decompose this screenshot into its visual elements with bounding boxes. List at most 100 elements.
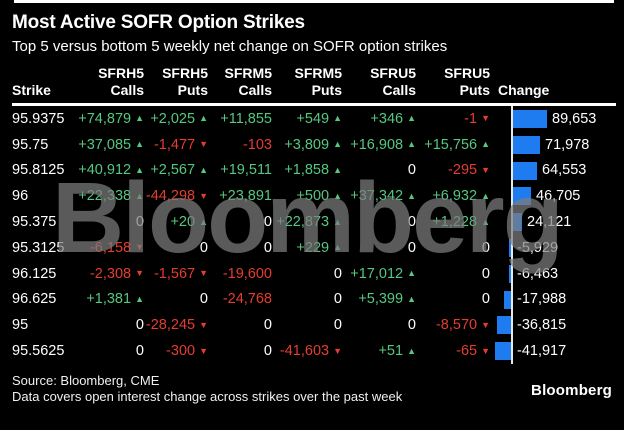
- down-arrow-icon: ▼: [481, 113, 490, 124]
- cell-sfrh5-calls: +40,912 ▲: [78, 162, 144, 178]
- cell-value: +1,381: [86, 291, 132, 308]
- table-row: 95 0 -28,245 ▼ 0 0 0 -8,570 ▼ -36,815: [12, 312, 616, 339]
- change-bar: [504, 290, 511, 309]
- change-bar-cell: -6,463: [490, 260, 616, 287]
- table-row: 95.8125 +40,912 ▲ +2,567 ▲ +19,511 +1,858 ▲ 0 -29…: [12, 157, 616, 184]
- cell-value: +19,511: [220, 162, 272, 179]
- cell-value: +20: [170, 214, 196, 231]
- cell-value: -19,600: [222, 265, 272, 282]
- zero-axis-line: [511, 157, 513, 184]
- table-row: 95.75 +37,085 ▲ -1,477 ▼ -103 +3,809 ▲ +16,908 ▲ +…: [12, 131, 616, 158]
- change-bar-cell: 64,553: [490, 157, 616, 184]
- cell-sfru5-calls: +5,399 ▲: [342, 291, 416, 307]
- cell-value: +37,342: [350, 188, 404, 205]
- down-arrow-icon: ▼: [199, 345, 208, 356]
- up-arrow-icon: ▲: [333, 190, 342, 201]
- cell-value: +74,879: [78, 110, 132, 127]
- table-row: 96 +22,338 ▲ -44,298 ▼ +23,891 +500 ▲ +37,342 ▲ +6…: [12, 183, 616, 210]
- up-arrow-icon: ▲: [199, 164, 208, 175]
- cell-value: -24,768: [222, 291, 272, 308]
- cell-sfrh5-puts: -44,298 ▼: [144, 188, 208, 204]
- cell-value: +229: [296, 239, 330, 256]
- down-arrow-icon: ▼: [199, 319, 208, 330]
- cell-value: 0: [263, 317, 272, 334]
- change-value: 71,978: [545, 136, 590, 153]
- column-header-strike: Strike: [12, 82, 51, 98]
- change-bar-cell: -17,988: [490, 286, 616, 313]
- up-arrow-icon: ▲: [333, 242, 342, 253]
- cell-sfrm5-puts: 0: [272, 291, 342, 307]
- cell-value: 0: [407, 214, 416, 231]
- cell-value: 0: [263, 214, 272, 231]
- cell-value: +1,228: [432, 214, 478, 231]
- change-bar: [509, 264, 511, 283]
- zero-axis-line: [511, 312, 513, 339]
- up-arrow-icon: ▲: [481, 216, 490, 227]
- cell-value: 0: [135, 343, 144, 360]
- down-arrow-icon: ▼: [481, 319, 490, 330]
- cell-value: -1,477: [153, 136, 196, 153]
- up-arrow-icon: ▲: [135, 139, 144, 150]
- cell-value: +5,399: [358, 291, 404, 308]
- cell-sfrh5-calls: +74,879 ▲: [78, 111, 144, 127]
- footer: Source: Bloomberg, CME Data covers open …: [12, 373, 616, 405]
- cell-sfrm5-puts: +229 ▲: [272, 240, 342, 256]
- change-bar: [509, 238, 511, 257]
- cell-sfrm5-calls: +23,891: [208, 188, 272, 204]
- cell-sfrm5-puts: -41,603 ▼: [272, 343, 342, 359]
- up-arrow-icon: ▲: [407, 113, 416, 124]
- change-bar: [513, 213, 522, 232]
- down-arrow-icon: ▼: [135, 242, 144, 253]
- change-value: 46,705: [536, 188, 581, 205]
- zero-axis-line: [511, 234, 513, 261]
- cell-sfrh5-calls: +1,381 ▲: [78, 291, 144, 307]
- strike-value: 95.375: [12, 214, 57, 231]
- cell-value: 0: [199, 291, 208, 308]
- cell-value: -1,567: [153, 265, 196, 282]
- down-arrow-icon: ▼: [199, 268, 208, 279]
- cell-sfrm5-puts: 0: [272, 266, 342, 282]
- down-arrow-icon: ▼: [333, 345, 342, 356]
- cell-sfru5-calls: 0: [342, 317, 416, 333]
- cell-sfru5-puts: -8,570 ▼: [416, 317, 490, 333]
- cell-sfru5-puts: -295 ▼: [416, 162, 490, 178]
- cell-sfru5-calls: 0: [342, 214, 416, 230]
- cell-sfru5-puts: +6,932 ▲: [416, 188, 490, 204]
- change-bar-cell: -5,929: [490, 234, 616, 261]
- strike-value: 95.9375: [12, 110, 65, 127]
- cell-value: +346: [370, 110, 404, 127]
- cell-value: -2,308: [89, 265, 132, 282]
- bloomberg-logo: Bloomberg: [531, 381, 612, 399]
- cell-sfru5-puts: +1,228 ▲: [416, 214, 490, 230]
- strike-value: 95.3125: [12, 239, 65, 256]
- up-arrow-icon: ▲: [135, 190, 144, 201]
- column-header-sfru5-puts: SFRU5 Puts: [444, 65, 490, 98]
- cell-sfrm5-puts: +3,809 ▲: [272, 137, 342, 153]
- cell-sfrm5-calls: 0: [208, 214, 272, 230]
- cell-sfrh5-puts: +20 ▲: [144, 214, 208, 230]
- cell-value: -1: [464, 110, 478, 127]
- cell-value: 0: [263, 343, 272, 360]
- change-value: 89,653: [552, 110, 597, 127]
- cell-value: -41,603: [279, 343, 330, 360]
- cell-sfru5-puts: 0: [416, 240, 490, 256]
- cell-sfru5-puts: 0: [416, 266, 490, 282]
- cell-sfrh5-calls: -6,158 ▼: [78, 240, 144, 256]
- change-bar: [513, 187, 531, 206]
- cell-value: +22,338: [78, 188, 132, 205]
- cell-value: +11,855: [220, 110, 272, 127]
- column-header-sfrm5-puts: SFRM5 Puts: [294, 65, 342, 98]
- cell-sfrm5-calls: 0: [208, 317, 272, 333]
- cell-sfrh5-puts: -28,245 ▼: [144, 317, 208, 333]
- table-row: 96.625 +1,381 ▲ 0 -24,768 0 +5,399 ▲ 0 -17,988: [12, 286, 616, 313]
- change-value: 64,553: [542, 162, 587, 179]
- change-value: -6,463: [517, 265, 559, 282]
- cell-sfru5-puts: +15,756 ▲: [416, 137, 490, 153]
- up-arrow-icon: ▲: [199, 113, 208, 124]
- change-bar: [497, 316, 511, 335]
- up-arrow-icon: ▲: [135, 293, 144, 304]
- cell-value: +40,912: [78, 162, 132, 179]
- cell-value: +3,809: [284, 136, 330, 153]
- cell-value: 0: [407, 239, 416, 256]
